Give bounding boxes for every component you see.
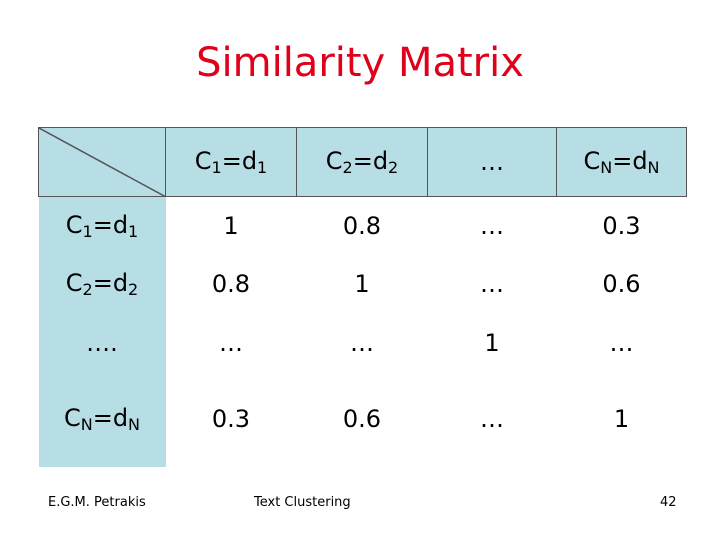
label-text: C (65, 210, 83, 239)
footer-page: 42 (660, 495, 677, 510)
cell: 1 (165, 196, 297, 255)
subscript: 2 (342, 158, 353, 177)
cell: … (427, 196, 557, 255)
cell: 0.6 (556, 254, 687, 314)
row-header: CN=dN (38, 371, 166, 467)
subscript: N (600, 158, 613, 177)
subscript: N (128, 415, 141, 434)
label-text: =d (221, 147, 258, 175)
footer-topic: Text Clustering (254, 495, 351, 510)
label-text: C (583, 147, 601, 175)
subscript: 1 (211, 158, 222, 177)
label-text: C (325, 147, 343, 175)
cell: 0.3 (556, 196, 687, 255)
label-text: =d (92, 269, 129, 297)
label-text: … (480, 148, 504, 176)
subscript: N (647, 158, 660, 177)
cell: … (427, 254, 557, 314)
slide-title: Similarity Matrix (196, 40, 524, 86)
subscript: 2 (388, 158, 399, 177)
column-header: … (427, 127, 557, 197)
cell: … (556, 313, 687, 372)
table-row: ….…… 1… (38, 313, 687, 372)
label-text: =d (352, 147, 389, 175)
footer-author: E.G.M. Petrakis (48, 495, 146, 510)
row-header: …. (38, 313, 166, 372)
subscript: 1 (82, 221, 93, 241)
subscript: 2 (82, 280, 93, 299)
subscript: N (80, 415, 93, 434)
subscript: 1 (257, 158, 268, 177)
column-header: C2=d2 (296, 127, 428, 197)
cell: … (427, 371, 557, 467)
label-text: C (194, 147, 212, 175)
cell: 0.6 (296, 371, 428, 467)
subscript: 2 (128, 280, 139, 299)
label-text: =d (92, 404, 129, 432)
corner-cell (38, 127, 166, 197)
diagonal (39, 128, 166, 197)
cell: 1 (556, 371, 687, 467)
label-text: C (63, 404, 81, 432)
cell: … (296, 313, 428, 372)
cell: … (165, 313, 297, 372)
cell: 0.8 (296, 196, 428, 255)
label-text: …. (86, 328, 118, 357)
cell: 0.3 (165, 371, 297, 467)
cell: 1 (427, 313, 557, 372)
row-header: C2=d2 (38, 254, 166, 314)
label-text: =d (92, 210, 129, 239)
table-row: C2=d2 0.8 1… 0.6 (38, 254, 687, 314)
label-text: =d (612, 147, 648, 175)
table-row: C1=d1 1 0.8… 0.3 (38, 196, 687, 255)
table-row: CN=dN 0.3 0.6… 1 (38, 371, 687, 467)
column-header: CN=dN (556, 127, 687, 197)
subscript: 1 (128, 221, 139, 241)
cell: 0.8 (165, 254, 297, 314)
column-header: C1=d1 (165, 127, 297, 197)
label-text: C (65, 269, 83, 297)
table-body: C1=d1 C2=d2… CN=dN C1=d1 1 0.8… 0.3 C2=d2 0.8 1… 0… (38, 127, 687, 467)
similarity-table: C1=d1 C2=d2… CN=dN C1=d1 1 0.8… 0.3 C2=d2 0.8 1… 0… (38, 127, 687, 467)
row-header: C1=d1 (38, 196, 166, 255)
header-row: C1=d1 C2=d2… CN=dN (38, 127, 687, 197)
cell: 1 (296, 254, 428, 314)
